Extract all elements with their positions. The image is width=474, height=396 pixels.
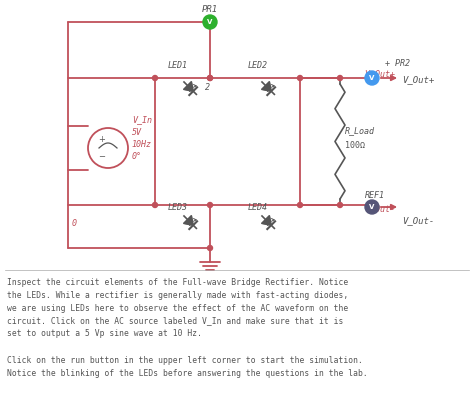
Circle shape — [208, 76, 212, 80]
Circle shape — [203, 15, 217, 29]
Text: 0°: 0° — [132, 152, 142, 160]
Text: R_Load: R_Load — [345, 126, 375, 135]
Text: 0: 0 — [72, 219, 77, 227]
Text: 100Ω: 100Ω — [345, 141, 365, 150]
Text: +: + — [99, 135, 105, 143]
Circle shape — [208, 202, 212, 208]
Text: V Out-: V Out- — [365, 204, 395, 213]
Text: Click on the run button in the upper left corner to start the simulation.
Notice: Click on the run button in the upper lef… — [7, 356, 368, 378]
Text: REF1: REF1 — [365, 190, 385, 200]
Circle shape — [208, 246, 212, 251]
Text: Inspect the circuit elements of the Full-wave Bridge Rectifier. Notice
the LEDs.: Inspect the circuit elements of the Full… — [7, 278, 348, 339]
Text: −: − — [99, 152, 106, 162]
Text: LED1: LED1 — [168, 61, 188, 70]
Text: 2: 2 — [205, 82, 210, 91]
Text: LED3: LED3 — [168, 202, 188, 211]
Text: 5V: 5V — [132, 128, 142, 137]
Polygon shape — [183, 216, 193, 225]
Text: V: V — [369, 75, 374, 81]
Circle shape — [298, 76, 302, 80]
Polygon shape — [183, 82, 193, 91]
Text: V_In: V_In — [132, 116, 152, 124]
Circle shape — [153, 76, 157, 80]
Text: V Out+: V Out+ — [365, 70, 395, 78]
Circle shape — [365, 71, 379, 85]
Text: 10Hz: 10Hz — [132, 139, 152, 148]
Text: LED4: LED4 — [248, 202, 268, 211]
Circle shape — [365, 200, 379, 214]
Circle shape — [208, 76, 212, 80]
Polygon shape — [262, 216, 271, 225]
Text: V: V — [369, 204, 374, 210]
Circle shape — [337, 202, 343, 208]
Circle shape — [298, 202, 302, 208]
Text: LED2: LED2 — [248, 61, 268, 70]
Text: V_Out+: V_Out+ — [402, 76, 434, 84]
Text: + PR2: + PR2 — [385, 59, 410, 67]
Polygon shape — [262, 82, 271, 91]
Text: PR1: PR1 — [202, 4, 218, 13]
Text: V: V — [207, 19, 213, 25]
Text: V_Out-: V_Out- — [402, 217, 434, 225]
Circle shape — [153, 202, 157, 208]
Circle shape — [337, 76, 343, 80]
